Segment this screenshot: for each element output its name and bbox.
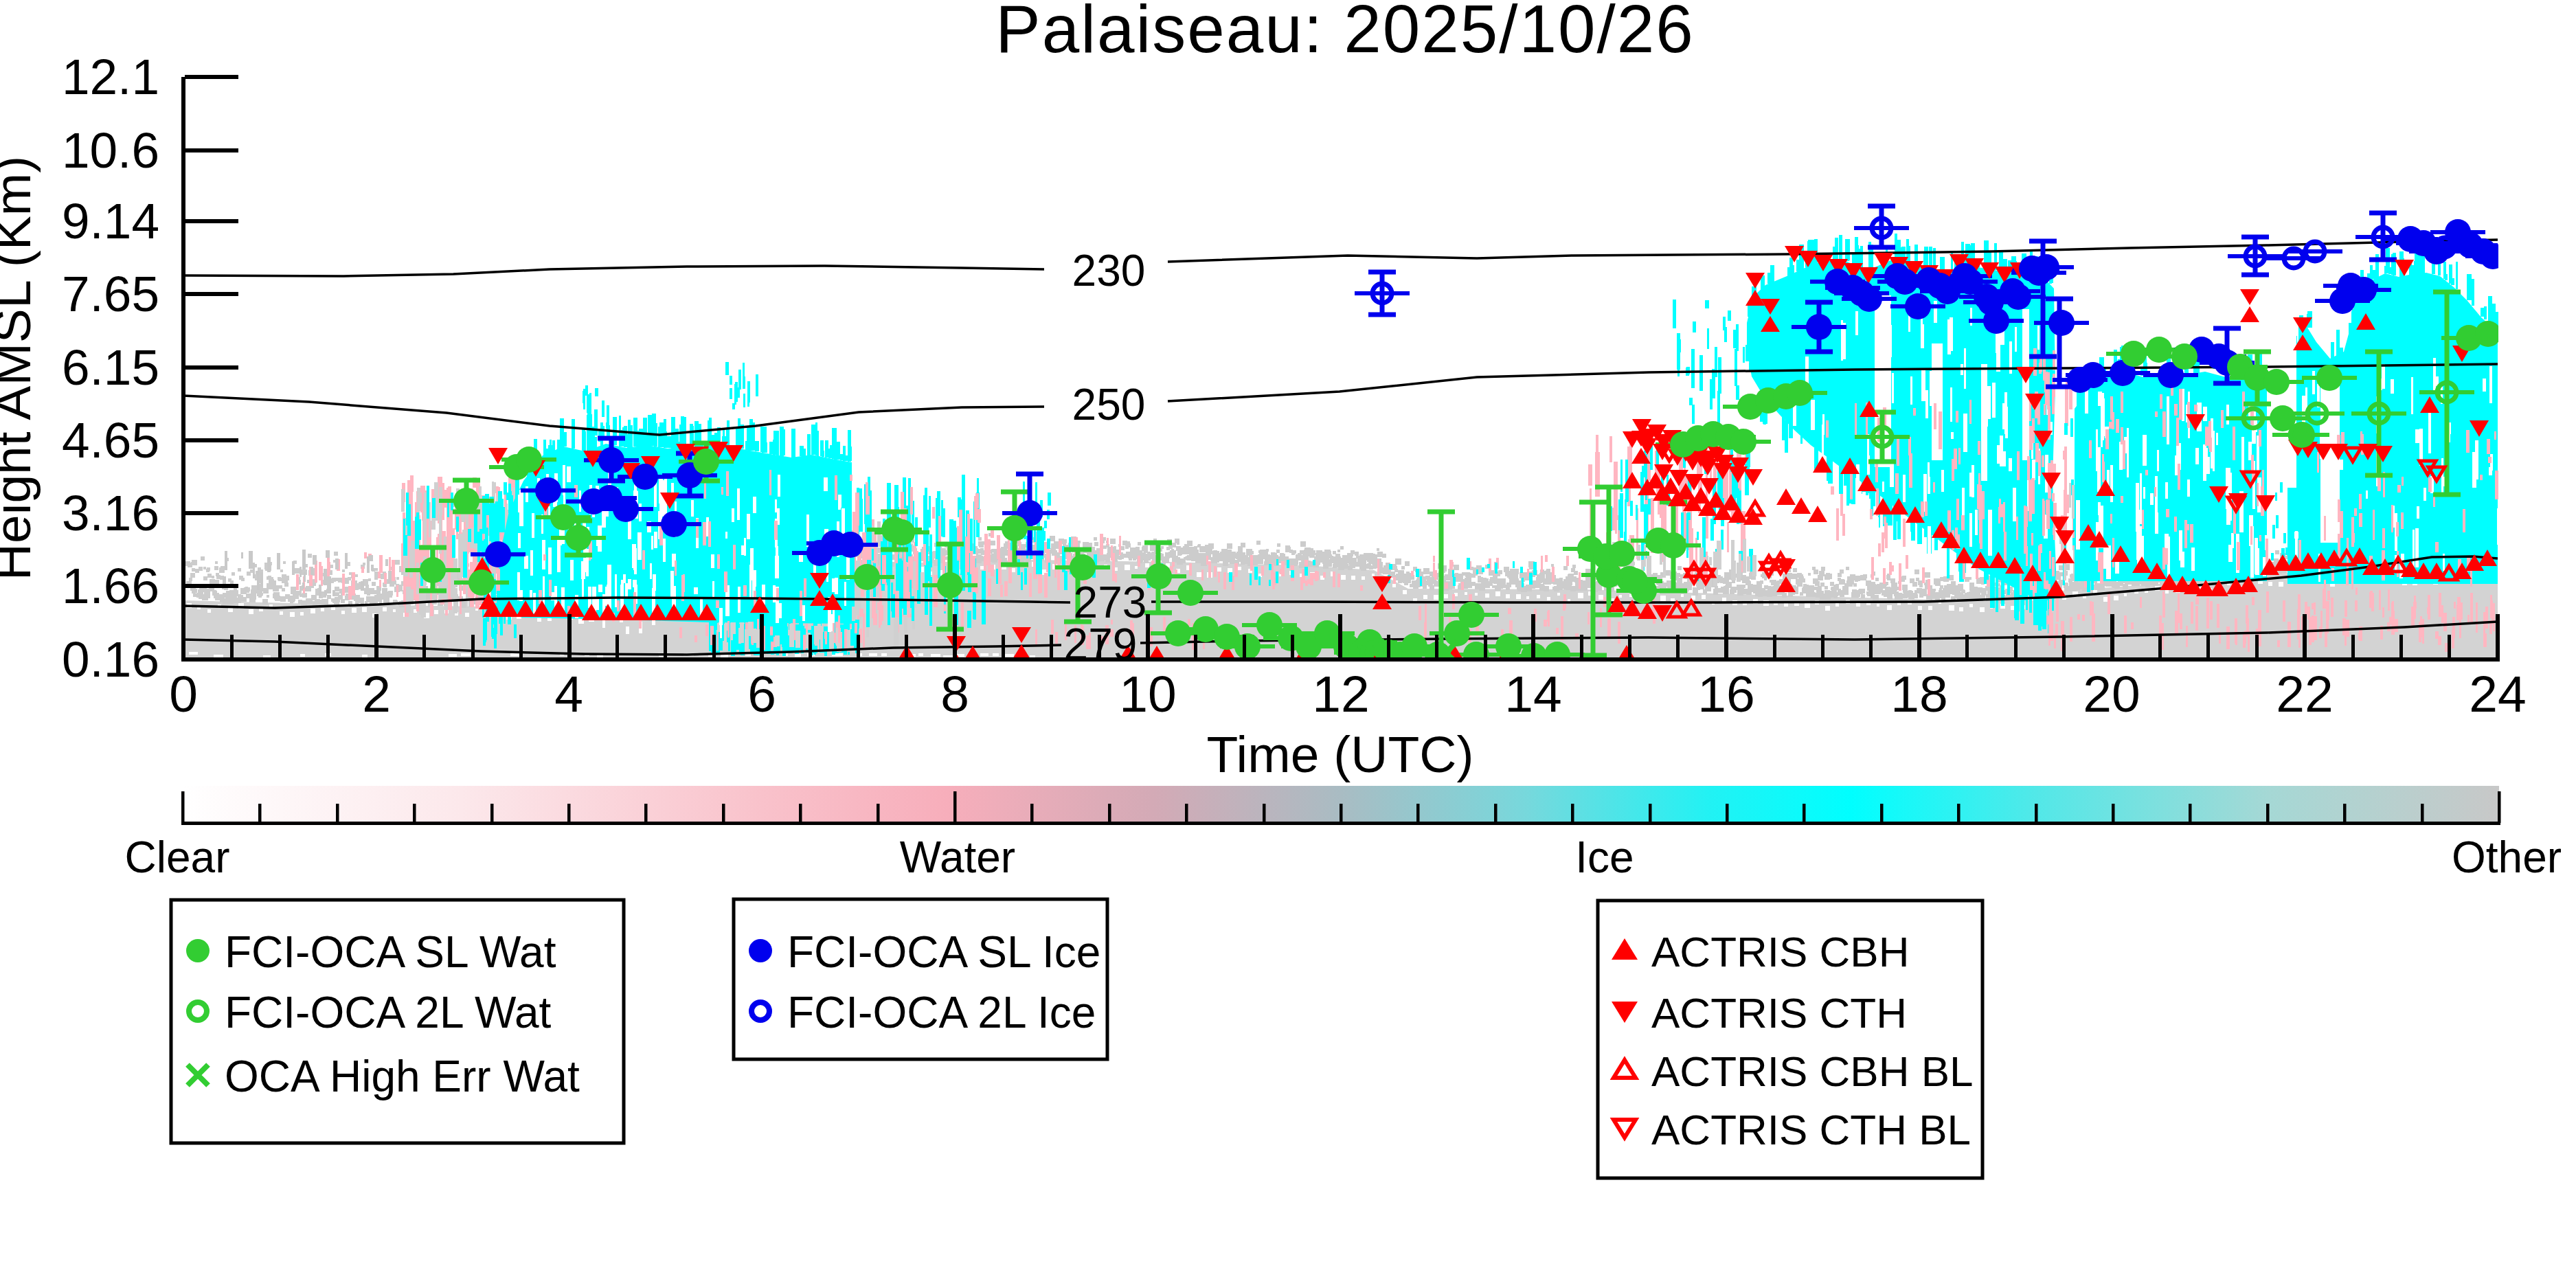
svg-text:ACTRIS CBH BL: ACTRIS CBH BL <box>1651 1048 1974 1095</box>
svg-text:7.65: 7.65 <box>62 266 159 321</box>
svg-text:Water: Water <box>900 833 1015 882</box>
svg-text:22: 22 <box>2276 665 2333 723</box>
svg-text:12.1: 12.1 <box>62 49 159 104</box>
svg-text:4.65: 4.65 <box>62 412 159 468</box>
svg-text:1.66: 1.66 <box>62 558 159 613</box>
svg-text:2: 2 <box>362 665 391 723</box>
svg-text:3.16: 3.16 <box>62 485 159 541</box>
svg-text:6: 6 <box>747 665 776 723</box>
svg-text:ACTRIS CBH: ACTRIS CBH <box>1651 928 1909 975</box>
svg-text:10: 10 <box>1119 665 1176 723</box>
svg-text:250: 250 <box>1072 380 1146 429</box>
svg-text:Time (UTC): Time (UTC) <box>1207 725 1474 783</box>
svg-text:18: 18 <box>1890 665 1947 723</box>
svg-text:FCI-OCA SL Ice: FCI-OCA SL Ice <box>787 927 1100 977</box>
svg-text:14: 14 <box>1504 665 1561 723</box>
svg-text:ACTRIS CTH BL: ACTRIS CTH BL <box>1651 1106 1971 1153</box>
svg-text:ACTRIS CTH: ACTRIS CTH <box>1651 989 1907 1037</box>
svg-text:8: 8 <box>940 665 969 723</box>
svg-text:9.14: 9.14 <box>62 193 159 249</box>
svg-text:10.6: 10.6 <box>62 122 159 178</box>
svg-text:FCI-OCA SL Wat: FCI-OCA SL Wat <box>225 927 556 977</box>
svg-text:FCI-OCA 2L Wat: FCI-OCA 2L Wat <box>225 988 552 1037</box>
svg-text:Clear: Clear <box>125 833 230 882</box>
svg-text:230: 230 <box>1072 246 1146 295</box>
svg-text:0.16: 0.16 <box>62 631 159 687</box>
svg-text:12: 12 <box>1312 665 1369 723</box>
svg-text:OCA High Err Wat: OCA High Err Wat <box>225 1052 580 1101</box>
svg-text:4: 4 <box>554 665 583 723</box>
svg-text:Palaiseau: 2025/10/26: Palaiseau: 2025/10/26 <box>995 0 1694 67</box>
svg-text:0: 0 <box>169 665 198 723</box>
svg-text:Ice: Ice <box>1575 833 1634 882</box>
svg-text:FCI-OCA 2L Ice: FCI-OCA 2L Ice <box>787 988 1096 1037</box>
svg-text:16: 16 <box>1697 665 1754 723</box>
svg-text:24: 24 <box>2469 665 2526 723</box>
svg-text:Other: Other <box>2452 833 2562 882</box>
svg-text:Height AMSL (Km): Height AMSL (Km) <box>0 156 41 580</box>
svg-text:20: 20 <box>2083 665 2140 723</box>
svg-text:6.15: 6.15 <box>62 339 159 395</box>
